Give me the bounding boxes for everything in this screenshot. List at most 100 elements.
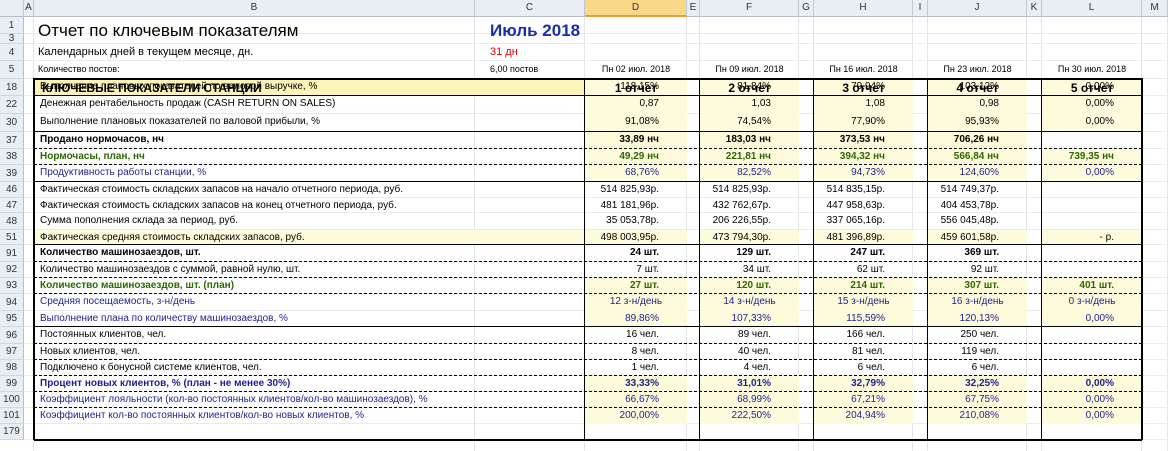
row-header[interactable]: 97 — [0, 344, 24, 360]
row-header[interactable]: 30 — [0, 114, 24, 132]
value-cell[interactable]: 0,87 — [639, 98, 659, 109]
value-cell[interactable]: 67,75% — [965, 394, 999, 405]
value-cell[interactable]: 12 з-н/день — [609, 296, 663, 307]
value-cell[interactable]: 94,73% — [851, 167, 885, 178]
value-cell[interactable]: 514 825,93р. — [600, 184, 659, 195]
select-all-corner[interactable] — [0, 0, 24, 17]
value-cell[interactable]: 0,00% — [1085, 116, 1114, 127]
value-cell[interactable]: 514 835,15р. — [826, 184, 885, 195]
value-cell[interactable]: 49,29 нч — [619, 151, 659, 162]
value-cell[interactable]: 566,84 нч — [953, 151, 999, 162]
value-cell[interactable]: 481 181,96р. — [600, 200, 659, 211]
row-header[interactable]: 93 — [0, 278, 24, 294]
value-cell[interactable]: 739,35 нч — [1068, 151, 1114, 162]
value-cell[interactable]: 514 749,37р. — [940, 184, 999, 195]
value-cell[interactable]: 16 чел. — [626, 329, 659, 340]
value-cell[interactable]: 68,99% — [737, 394, 771, 405]
row-header[interactable]: 98 — [0, 360, 24, 376]
row-header[interactable]: 101 — [0, 408, 24, 424]
value-cell[interactable]: 16 з-н/день — [951, 296, 1004, 307]
value-cell[interactable]: 119 чел. — [961, 346, 999, 357]
column-header[interactable]: A — [24, 0, 34, 17]
value-cell[interactable]: 1,03 — [751, 98, 771, 109]
row-header[interactable]: 51 — [0, 230, 24, 245]
value-cell[interactable]: 459 601,58р. — [940, 232, 999, 243]
value-cell[interactable]: 214 шт. — [850, 280, 885, 291]
value-cell[interactable]: 32,79% — [851, 378, 885, 389]
value-cell[interactable]: 35 053,78р. — [606, 215, 659, 226]
value-cell[interactable]: 473 794,30р. — [712, 232, 771, 243]
row-header[interactable]: 95 — [0, 311, 24, 327]
value-cell[interactable]: 0,98 — [979, 98, 999, 109]
value-cell[interactable]: 95,93% — [965, 116, 999, 127]
column-header[interactable]: E — [687, 0, 700, 17]
value-cell[interactable]: 8 чел. — [631, 346, 659, 357]
value-cell[interactable]: 89 чел. — [738, 329, 771, 340]
value-cell[interactable]: 68,76% — [625, 167, 659, 178]
row-header[interactable]: 3 — [0, 34, 24, 44]
column-header[interactable]: B — [34, 0, 475, 17]
column-header[interactable]: G — [799, 0, 814, 17]
value-cell[interactable]: 498 003,95р. — [600, 232, 659, 243]
value-cell[interactable]: 221,81 нч — [725, 151, 771, 162]
value-cell[interactable]: 115,59% — [846, 313, 885, 324]
value-cell[interactable]: 200,00% — [619, 410, 659, 421]
column-header[interactable]: M — [1142, 0, 1168, 17]
row-header[interactable]: 4 — [0, 44, 24, 61]
value-cell[interactable]: 32,25% — [965, 378, 999, 389]
value-cell[interactable]: 0,00% — [1085, 378, 1114, 389]
value-cell[interactable]: 103,12% — [959, 81, 999, 92]
value-cell[interactable]: 183,03 нч — [725, 134, 771, 145]
row-header[interactable]: 48 — [0, 213, 24, 230]
value-cell[interactable]: 129 шт. — [736, 247, 771, 258]
column-header[interactable]: I — [913, 0, 928, 17]
value-cell[interactable]: 514 825,93р. — [712, 184, 771, 195]
value-cell[interactable]: 0,00% — [1085, 167, 1114, 178]
value-cell[interactable]: 34 шт. — [742, 264, 771, 275]
value-cell[interactable]: 62 шт. — [856, 264, 885, 275]
value-cell[interactable]: 373,53 нч — [839, 134, 885, 145]
value-cell[interactable]: 118,15% — [620, 81, 659, 92]
value-cell[interactable]: 0,00% — [1085, 313, 1114, 324]
row-header[interactable]: 99 — [0, 376, 24, 392]
value-cell[interactable]: 0,00% — [1085, 394, 1114, 405]
value-cell[interactable]: 124,60% — [959, 167, 999, 178]
row-header[interactable]: 96 — [0, 327, 24, 344]
column-header[interactable]: L — [1042, 0, 1142, 17]
value-cell[interactable]: 1,08 — [865, 98, 885, 109]
value-cell[interactable]: 33,89 нч — [619, 134, 659, 145]
value-cell[interactable]: 7 шт. — [636, 264, 659, 275]
value-cell[interactable]: 33,33% — [625, 378, 659, 389]
value-cell[interactable]: 27 шт. — [629, 280, 659, 291]
value-cell[interactable]: 401 шт. — [1079, 280, 1114, 291]
row-header[interactable]: 92 — [0, 262, 24, 278]
row-header[interactable]: 39 — [0, 165, 24, 182]
value-cell[interactable]: 77,90% — [851, 116, 885, 127]
value-cell[interactable]: 14 з-н/день — [723, 296, 776, 307]
value-cell[interactable]: 481 396,89р. — [826, 232, 885, 243]
value-cell[interactable]: 250 чел. — [960, 329, 999, 340]
column-header[interactable]: J — [928, 0, 1027, 17]
column-header[interactable]: D — [585, 0, 687, 17]
column-header[interactable]: H — [814, 0, 913, 17]
column-header[interactable]: F — [700, 0, 799, 17]
value-cell[interactable]: 82,52% — [737, 167, 771, 178]
value-cell[interactable]: 6 чел. — [857, 362, 885, 373]
value-cell[interactable]: 15 з-н/день — [837, 296, 890, 307]
value-cell[interactable]: - р. — [1099, 232, 1114, 243]
value-cell[interactable]: 67,21% — [851, 394, 885, 405]
value-cell[interactable]: 74,54% — [737, 116, 771, 127]
value-cell[interactable]: 369 шт. — [964, 247, 999, 258]
value-cell[interactable]: 210,08% — [959, 410, 999, 421]
value-cell[interactable]: 40 чел. — [738, 346, 771, 357]
column-header[interactable]: K — [1027, 0, 1042, 17]
row-header[interactable]: 5 — [0, 61, 24, 79]
value-cell[interactable]: 204,94% — [845, 410, 885, 421]
value-cell[interactable]: 24 шт. — [629, 247, 659, 258]
value-cell[interactable]: 81 чел. — [852, 346, 885, 357]
value-cell[interactable]: 0 з-н/день — [1068, 296, 1116, 307]
value-cell[interactable]: 556 045,48р. — [940, 215, 999, 226]
value-cell[interactable]: 120 шт. — [736, 280, 771, 291]
row-header[interactable]: 1 — [0, 17, 24, 34]
